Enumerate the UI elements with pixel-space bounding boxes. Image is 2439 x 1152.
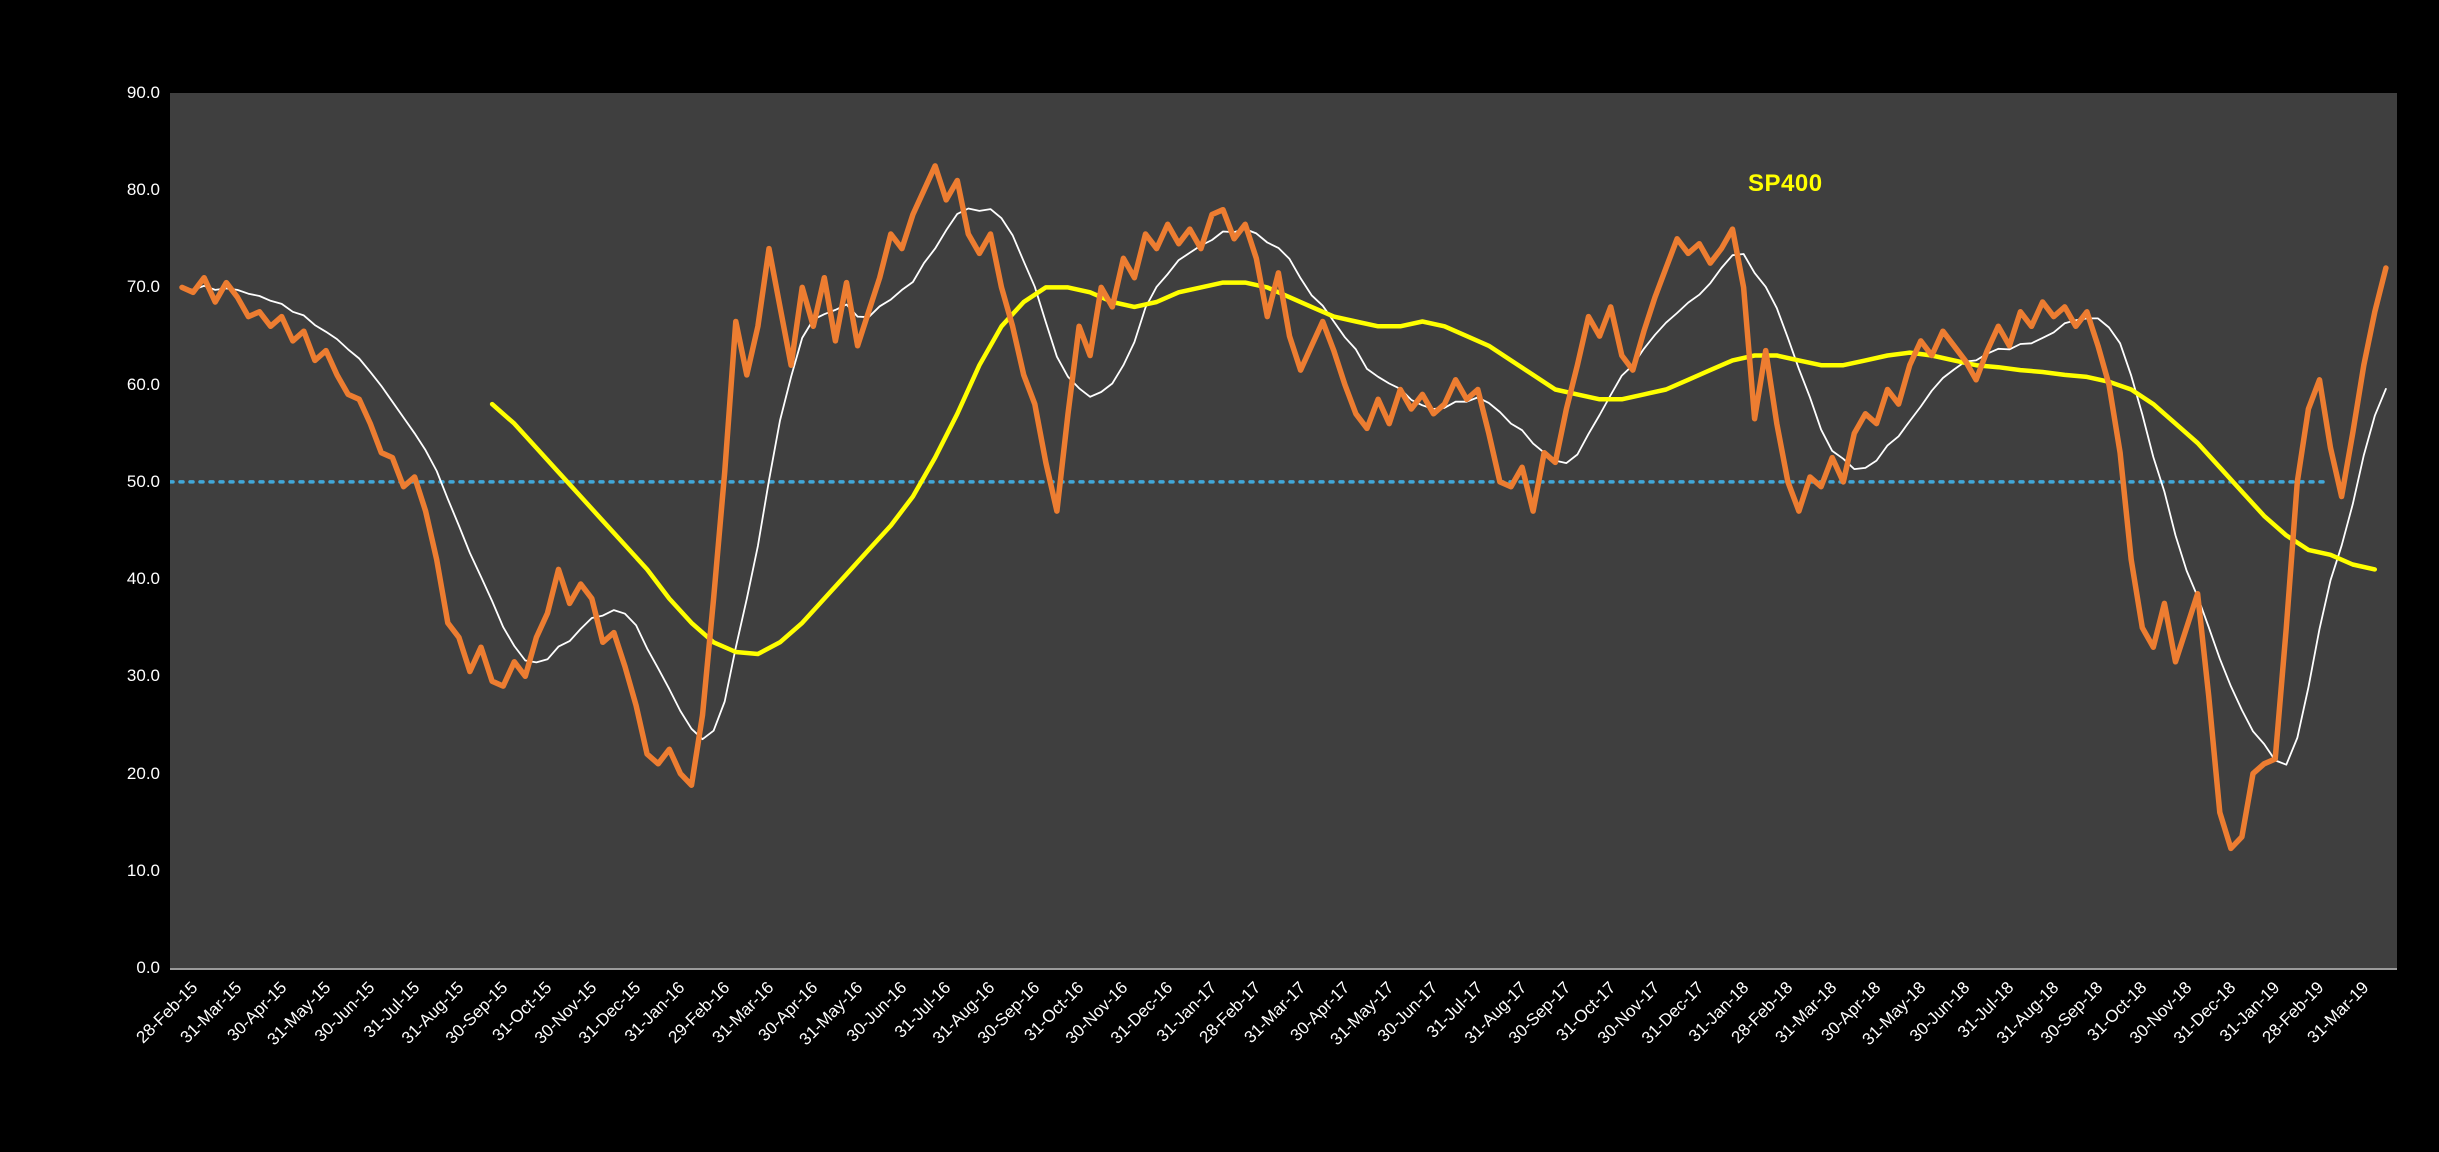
y-axis-label: 0.0 [136,958,160,977]
y-axis-label: 40.0 [126,569,160,589]
orange-weekly-line [179,163,2389,852]
series-label-sp400: SP400 [1748,170,1823,197]
y-axis-label: 10.0 [126,860,160,880]
white-moving-average-line [181,207,2387,766]
y-axis-label: 70.0 [126,277,160,297]
y-axis-label: 20.0 [126,763,160,783]
y-axis-label: 80.0 [126,180,160,200]
y-axis-label: 60.0 [126,374,160,394]
chart-plot-area [170,93,2397,970]
chart-canvas [170,163,2389,852]
y-axis-label: 90.0 [126,83,160,102]
y-axis-label: 30.0 [126,666,160,686]
yellow-sp400-line [489,280,2378,657]
y-axis-label: 50.0 [126,471,160,491]
